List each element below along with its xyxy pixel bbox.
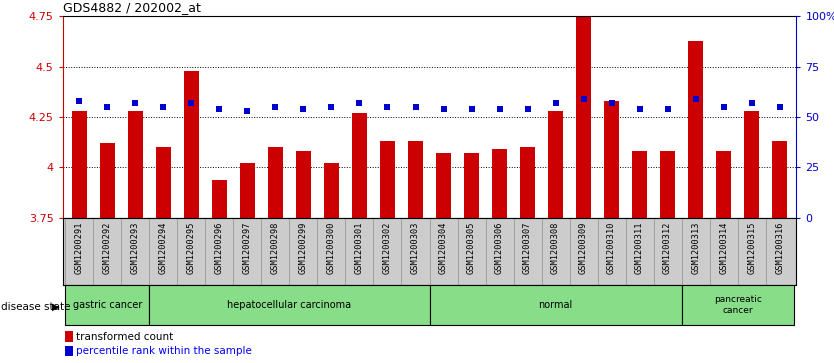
Text: GSM1200316: GSM1200316: [775, 221, 784, 274]
Bar: [352, 113, 367, 218]
Point: [381, 104, 394, 110]
Text: transformed count: transformed count: [76, 331, 173, 342]
Point: [157, 104, 170, 110]
Point: [324, 104, 338, 110]
Text: GSM1200310: GSM1200310: [607, 221, 616, 274]
Text: percentile rank within the sample: percentile rank within the sample: [76, 346, 252, 356]
Text: GSM1200299: GSM1200299: [299, 221, 308, 274]
Text: ▶: ▶: [52, 302, 59, 312]
Point: [549, 100, 562, 106]
Point: [185, 100, 198, 106]
Bar: [660, 151, 676, 218]
Point: [353, 100, 366, 106]
Point: [128, 100, 142, 106]
Text: pancreatic
cancer: pancreatic cancer: [714, 295, 761, 315]
Point: [773, 104, 786, 110]
Text: GSM1200313: GSM1200313: [691, 221, 700, 274]
FancyBboxPatch shape: [681, 285, 794, 325]
Point: [213, 106, 226, 112]
Point: [241, 108, 254, 114]
Point: [465, 106, 478, 112]
Point: [101, 104, 114, 110]
Bar: [296, 151, 311, 218]
Text: GSM1200302: GSM1200302: [383, 221, 392, 274]
Text: GSM1200295: GSM1200295: [187, 221, 196, 274]
Bar: [744, 111, 759, 218]
Point: [717, 104, 731, 110]
Text: GSM1200296: GSM1200296: [215, 221, 224, 274]
Text: GSM1200311: GSM1200311: [636, 221, 644, 274]
Bar: [156, 147, 171, 218]
Bar: [436, 153, 451, 218]
Text: normal: normal: [539, 300, 573, 310]
Bar: [239, 163, 255, 218]
Bar: [72, 111, 87, 218]
FancyBboxPatch shape: [149, 285, 430, 325]
Text: GSM1200303: GSM1200303: [411, 221, 420, 274]
Text: GSM1200291: GSM1200291: [75, 221, 84, 274]
Bar: [464, 153, 480, 218]
Bar: [520, 147, 535, 218]
Bar: [492, 149, 507, 218]
Text: GSM1200305: GSM1200305: [467, 221, 476, 274]
Point: [409, 104, 422, 110]
Bar: [716, 151, 731, 218]
Text: GSM1200293: GSM1200293: [131, 221, 140, 274]
Point: [437, 106, 450, 112]
Point: [689, 96, 702, 102]
Bar: [268, 147, 284, 218]
Text: GSM1200300: GSM1200300: [327, 221, 336, 274]
Bar: [604, 101, 620, 218]
Bar: [64, 346, 73, 356]
Text: GSM1200308: GSM1200308: [551, 221, 560, 274]
FancyBboxPatch shape: [430, 285, 681, 325]
Text: GSM1200304: GSM1200304: [439, 221, 448, 274]
Point: [661, 106, 674, 112]
Bar: [408, 141, 423, 218]
Text: GSM1200292: GSM1200292: [103, 221, 112, 274]
Bar: [100, 143, 115, 218]
Text: gastric cancer: gastric cancer: [73, 300, 142, 310]
Point: [493, 106, 506, 112]
Text: GSM1200298: GSM1200298: [271, 221, 280, 274]
Point: [297, 106, 310, 112]
Text: GSM1200312: GSM1200312: [663, 221, 672, 274]
Text: GSM1200294: GSM1200294: [159, 221, 168, 274]
Text: disease state: disease state: [1, 302, 70, 312]
Point: [269, 104, 282, 110]
Point: [633, 106, 646, 112]
Bar: [128, 111, 143, 218]
Point: [745, 100, 758, 106]
Text: GSM1200306: GSM1200306: [495, 221, 504, 274]
Text: GDS4882 / 202002_at: GDS4882 / 202002_at: [63, 1, 200, 14]
Text: GSM1200307: GSM1200307: [523, 221, 532, 274]
Bar: [548, 111, 563, 218]
Bar: [632, 151, 647, 218]
Point: [577, 96, 590, 102]
Point: [605, 100, 618, 106]
Text: GSM1200297: GSM1200297: [243, 221, 252, 274]
FancyBboxPatch shape: [65, 285, 149, 325]
Text: GSM1200314: GSM1200314: [719, 221, 728, 274]
Bar: [212, 180, 227, 218]
Bar: [575, 16, 591, 218]
Bar: [64, 331, 73, 342]
Bar: [379, 141, 395, 218]
Point: [521, 106, 535, 112]
Text: hepatocellular carcinoma: hepatocellular carcinoma: [228, 300, 351, 310]
Text: GSM1200309: GSM1200309: [579, 221, 588, 274]
Bar: [324, 163, 339, 218]
Point: [73, 98, 86, 104]
Bar: [688, 41, 703, 218]
Bar: [183, 71, 199, 218]
Text: GSM1200315: GSM1200315: [747, 221, 756, 274]
Text: GSM1200301: GSM1200301: [355, 221, 364, 274]
Bar: [772, 141, 787, 218]
